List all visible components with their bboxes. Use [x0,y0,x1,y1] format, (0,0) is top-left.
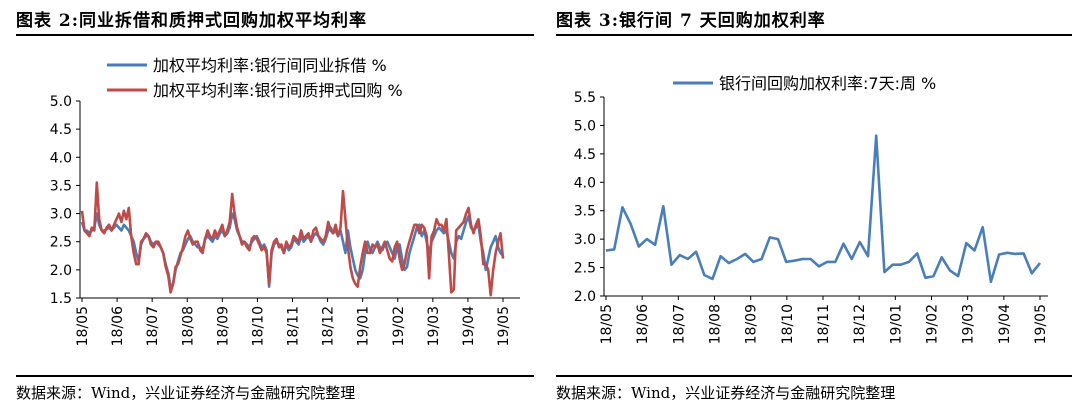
source-rule [556,375,1072,377]
x-tick-label: 18/09 [744,304,760,344]
interbank-rates-chart: 1.5 2.0 2.5 3.0 3.5 4.0 4.5 5.0 18/05 18/06 18/07 1… [50,56,520,346]
title-rule [556,34,1072,36]
x-tick-label: 19/05 [496,306,512,346]
y-tick-label: 2.0 [574,289,596,305]
x-tick-label: 18/06 [635,304,651,344]
x-tick-label: 19/02 [391,306,407,346]
x-tick-label: 18/12 [852,304,868,344]
x-tick-label: 18/08 [708,304,724,344]
x-tick-label: 19/02 [925,304,941,344]
x-tick-label: 18/12 [321,306,337,346]
x-tick-label: 19/01 [356,306,372,346]
figure-title: 图表 3:银行间 7 天回购加权利率 [556,11,826,31]
x-tick-label: 19/01 [888,304,904,344]
x-tick-label: 18/05 [599,304,615,344]
y-tick-label: 5.5 [574,90,596,106]
y-tick-label: 4.5 [574,147,596,163]
x-tick-label: 18/08 [180,306,196,346]
x-tick-label: 18/07 [145,306,161,346]
y-tick-label: 3.5 [50,178,72,194]
x-tick-label: 19/03 [961,304,977,344]
y-tick-label: 3.5 [574,204,596,220]
y-tick-label: 4.0 [50,150,72,166]
y-tick-label: 2.5 [50,235,72,251]
x-tick-label: 18/05 [75,306,91,346]
title-rule [16,34,534,36]
x-tick-label: 18/09 [215,306,231,346]
x-tick-label: 18/07 [671,304,687,344]
y-tick-label: 4.5 [50,122,72,138]
legend-label: 加权平均利率:银行间质押式回购 % [153,81,403,100]
left-figure-panel: 图表 2:同业拆借和质押式回购加权平均利率 1.5 2.0 2.5 3.0 3.5 4.0… [0,0,534,411]
y-tick-label: 2.0 [50,263,72,279]
legend-label: 加权平均利率:银行间同业拆借 % [153,56,387,75]
repo-7day-rate-chart: 2.0 2.5 3.0 3.5 4.0 4.5 5.0 5.5 18/05 18/06 18/07 1… [574,74,1049,344]
x-tick-label: 19/05 [1033,304,1049,344]
source-rule [16,375,534,377]
figure-title: 图表 2:同业拆借和质押式回购加权平均利率 [16,11,368,31]
right-figure-panel: 图表 3:银行间 7 天回购加权利率 2.0 2.5 3.0 3.5 4.0 4.5 5.0… [548,0,1080,411]
x-tick-label: 18/11 [286,306,302,346]
y-tick-label: 2.5 [574,261,596,277]
x-tick-label: 19/03 [426,306,442,346]
x-tick-label: 18/10 [780,304,796,344]
y-tick-label: 3.0 [50,207,72,223]
source-note: 数据来源：Wind，兴业证券经济与金融研究院整理 [16,384,356,402]
x-tick-label: 18/10 [250,306,266,346]
y-tick-label: 4.0 [574,175,596,191]
source-note: 数据来源：Wind，兴业证券经济与金融研究院整理 [556,384,896,402]
series-line-1 [80,181,505,297]
y-tick-label: 3.0 [574,232,596,248]
x-tick-label: 19/04 [997,304,1013,344]
y-tick-label: 1.5 [50,291,72,307]
legend-label: 银行间回购加权利率:7天:周 % [719,74,936,93]
y-tick-label: 5.0 [574,118,596,134]
x-tick-label: 18/06 [110,306,126,346]
series-line-0 [605,134,1042,284]
x-tick-label: 18/11 [816,304,832,344]
x-tick-label: 19/04 [461,306,477,346]
y-tick-label: 5.0 [50,94,72,110]
